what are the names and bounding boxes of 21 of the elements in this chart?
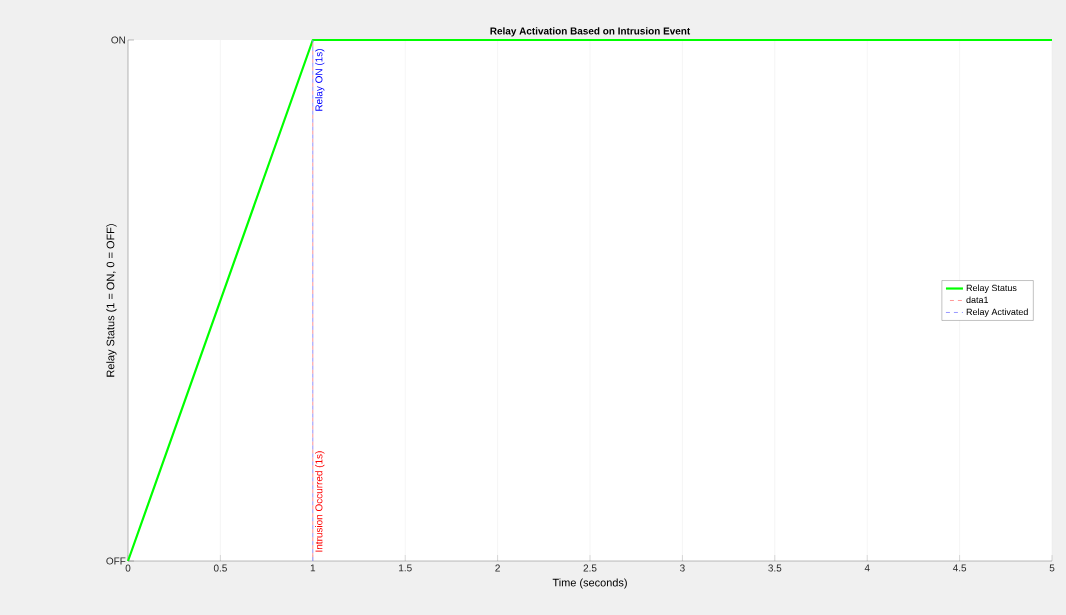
x-tick-label: 3.5 [768, 564, 782, 572]
text: OFF [106, 557, 126, 565]
x-tick-label: 2.5 [583, 564, 597, 572]
x-tick-label: 1.5 [399, 564, 412, 572]
x-tick-label: 4 [864, 564, 870, 572]
x-tick-label: 0.5 [213, 564, 227, 572]
legend-label: data1 [966, 296, 989, 304]
x-tick-label: 4.5 [952, 564, 967, 572]
x-tick-label: 5 [1049, 564, 1055, 572]
legend-label: Relay Status [966, 284, 1017, 293]
annotation: Relay ON (1s) [315, 49, 325, 111]
x-axis-title: Time (seconds) [552, 578, 627, 589]
x-tick-label: 1 [310, 564, 316, 572]
x-tick-label: 0 [125, 564, 131, 572]
y-axis-title: Relay Status (1 = ON, 0 = OFF) [106, 224, 117, 377]
chart-title: Relay Activation Based on Intrusion Event [490, 27, 691, 37]
annotation: Intrusion Occurred (1s) [315, 451, 325, 552]
x-tick-label: 2 [495, 564, 500, 572]
text: ON [111, 36, 126, 44]
x-tick-label: 3 [680, 564, 685, 572]
legend-label: Relay Activated [966, 308, 1028, 317]
